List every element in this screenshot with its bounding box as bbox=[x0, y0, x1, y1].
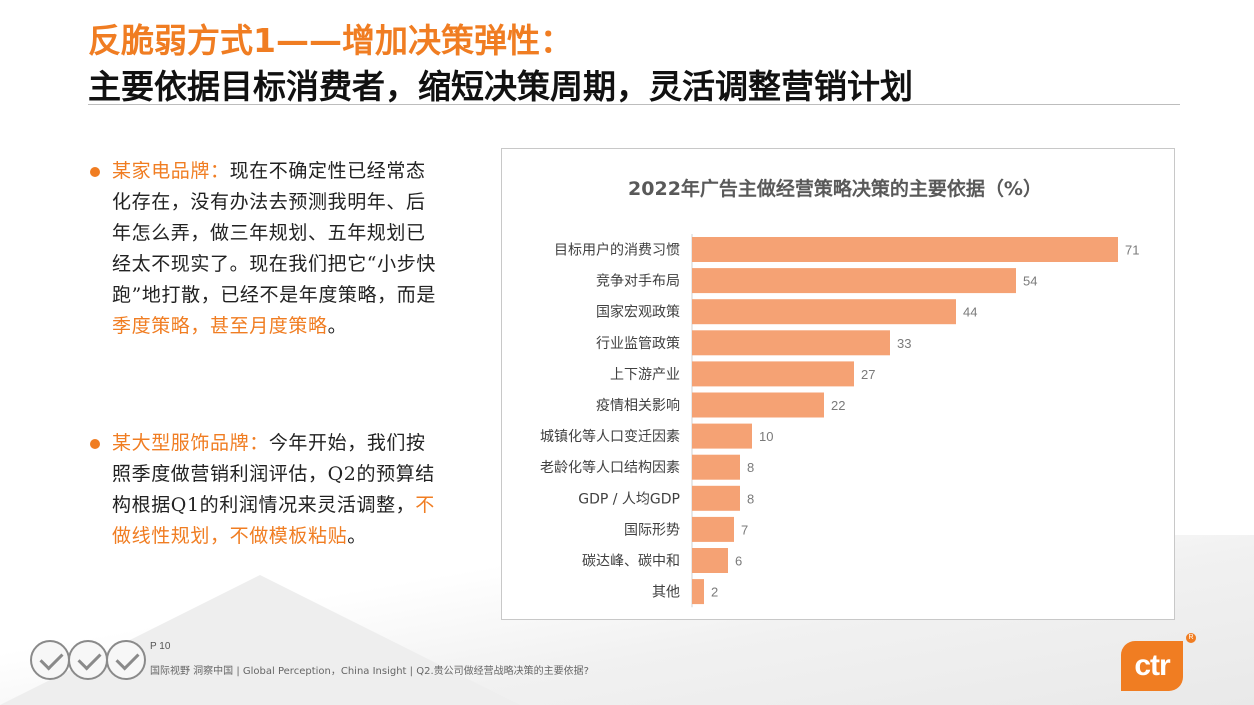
quote-text: 某家电品牌：现在不确定性已经常态化存在，没有办法去预测我明年、后年怎么弄，做三年… bbox=[90, 156, 440, 342]
title-divider bbox=[88, 104, 1180, 105]
bar bbox=[692, 579, 704, 605]
category-label: GDP / 人均GDP bbox=[578, 491, 680, 507]
bar bbox=[692, 454, 740, 480]
background-decoration-triangle bbox=[0, 575, 520, 705]
data-label: 44 bbox=[963, 305, 977, 320]
category-label: 竞争对手布局 bbox=[596, 273, 680, 290]
category-label: 老龄化等人口结构因素 bbox=[540, 459, 680, 476]
bar-chart: 2022年广告主做经营策略决策的主要依据（%） 目标用户的消费习惯 71 竞争对手布… bbox=[540, 177, 1139, 608]
data-label: 6 bbox=[735, 554, 742, 569]
bar bbox=[692, 423, 752, 449]
footer-caption: 国际视野 洞察中国 | Global Perception，China Insi… bbox=[150, 666, 589, 677]
bar bbox=[692, 330, 890, 356]
quote-tail: 。 bbox=[327, 315, 348, 337]
category-label: 上下游产业 bbox=[610, 367, 680, 383]
data-label: 2 bbox=[711, 585, 718, 600]
quote-tail: 。 bbox=[347, 525, 367, 547]
certification-badge-icon bbox=[106, 640, 146, 680]
quote-block-1: 某家电品牌：现在不确定性已经常态化存在，没有办法去预测我明年、后年怎么弄，做三年… bbox=[90, 156, 440, 342]
bar bbox=[692, 485, 740, 511]
data-label: 33 bbox=[897, 336, 911, 351]
bullet-dot-icon bbox=[90, 167, 100, 177]
data-label: 8 bbox=[747, 460, 754, 475]
category-label: 其他 bbox=[652, 585, 680, 601]
bar bbox=[692, 268, 1016, 294]
data-label: 8 bbox=[747, 491, 754, 506]
bar bbox=[692, 237, 1118, 262]
certification-badge-icon bbox=[30, 640, 70, 680]
chart-panel: 2022年广告主做经营策略决策的主要依据（%） 目标用户的消费习惯 71 竞争对手布… bbox=[501, 148, 1175, 620]
certification-badge-icon bbox=[68, 640, 108, 680]
chart-title: 2022年广告主做经营策略决策的主要依据（%） bbox=[628, 177, 1042, 200]
bar bbox=[692, 548, 728, 573]
title-line-2: 主要依据目标消费者，缩短决策周期，灵活调整营销计划 bbox=[88, 67, 913, 106]
data-label: 27 bbox=[861, 367, 875, 382]
data-label: 22 bbox=[831, 398, 845, 413]
category-label: 城镇化等人口变迁因素 bbox=[540, 428, 680, 445]
data-label: 54 bbox=[1023, 274, 1037, 289]
quote-highlight: 季度策略，甚至月度策略 bbox=[112, 315, 328, 337]
title-line-1: 反脆弱方式1——增加决策弹性： bbox=[88, 21, 573, 60]
category-label: 疫情相关影响 bbox=[596, 398, 680, 414]
quote-body: 现在不确定性已经常态化存在，没有办法去预测我明年、后年怎么弄，做三年规划、五年规… bbox=[112, 160, 436, 306]
bar bbox=[692, 516, 734, 542]
bar bbox=[692, 361, 854, 387]
data-label: 7 bbox=[741, 522, 748, 537]
quote-body: 今年开始，我们按照季度做营销利润评估，Q2的预算结构根据Q1的利润情况来灵活调整… bbox=[112, 432, 435, 516]
quote-speaker: 某大型服饰品牌： bbox=[112, 432, 269, 454]
quote-highlight: 不做线性规划，不做模板粘贴 bbox=[112, 494, 435, 547]
quote-text: 某大型服饰品牌：今年开始，我们按照季度做营销利润评估，Q2的预算结构根据Q1的利… bbox=[90, 428, 440, 552]
bullet-dot-icon bbox=[90, 439, 100, 449]
bar bbox=[692, 299, 956, 325]
quote-block-2: 某大型服饰品牌：今年开始，我们按照季度做营销利润评估，Q2的预算结构根据Q1的利… bbox=[90, 428, 440, 552]
bar bbox=[692, 392, 824, 418]
category-label: 国家宏观政策 bbox=[596, 304, 680, 321]
page-number: P 10 bbox=[150, 641, 171, 652]
bar-group: 目标用户的消费习惯 71 竞争对手布局 54 国家宏观政策 44 行业监管政策 33 上下游产业… bbox=[540, 234, 1139, 608]
data-label: 10 bbox=[759, 429, 773, 444]
ctr-logo: ctr bbox=[1121, 641, 1183, 691]
category-label: 目标用户的消费习惯 bbox=[554, 242, 680, 259]
category-label: 国际形势 bbox=[624, 522, 680, 538]
quote-speaker: 某家电品牌： bbox=[112, 160, 230, 182]
registered-mark-icon: R bbox=[1186, 633, 1196, 643]
category-label: 行业监管政策 bbox=[596, 335, 680, 352]
category-label: 碳达峰、碳中和 bbox=[582, 554, 680, 570]
data-label: 71 bbox=[1125, 243, 1139, 258]
